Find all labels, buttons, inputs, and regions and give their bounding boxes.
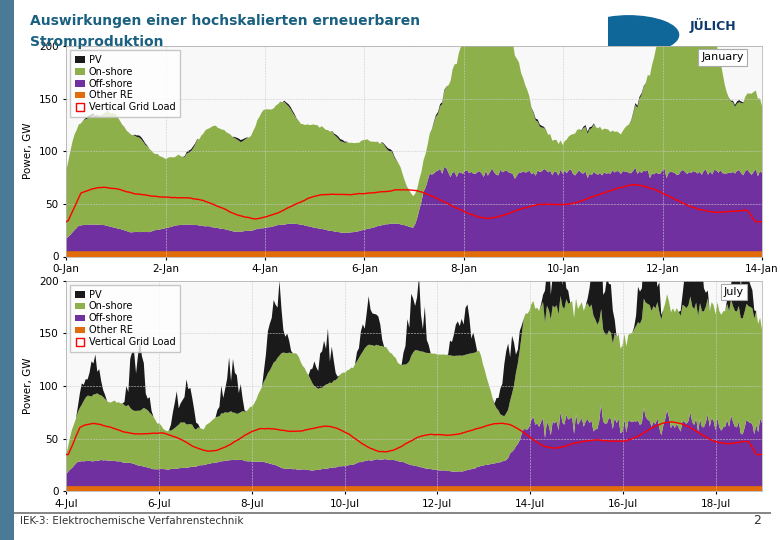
Text: IEK-3: Elektrochemische Verfahrenstechnik: IEK-3: Elektrochemische Verfahrenstechni… (20, 516, 243, 526)
Legend: PV, On-shore, Off-shore, Other RE, Vertical Grid Load: PV, On-shore, Off-shore, Other RE, Verti… (70, 285, 180, 352)
Text: July: July (724, 287, 744, 297)
Text: FORSCHUNGSZENTRUM: FORSCHUNGSZENTRUM (690, 46, 752, 51)
Legend: PV, On-shore, Off-shore, Other RE, Vertical Grid Load: PV, On-shore, Off-shore, Other RE, Verti… (70, 50, 180, 117)
Text: Auswirkungen einer hochskalierten erneuerbaren: Auswirkungen einer hochskalierten erneue… (30, 14, 420, 28)
Y-axis label: Power, GW: Power, GW (23, 123, 34, 179)
Circle shape (579, 16, 679, 54)
Text: JÜLICH: JÜLICH (690, 18, 736, 33)
Text: Stromproduktion: Stromproduktion (30, 35, 163, 49)
Text: January: January (701, 52, 744, 62)
Y-axis label: Power, GW: Power, GW (23, 358, 34, 414)
Text: 2: 2 (753, 514, 760, 526)
